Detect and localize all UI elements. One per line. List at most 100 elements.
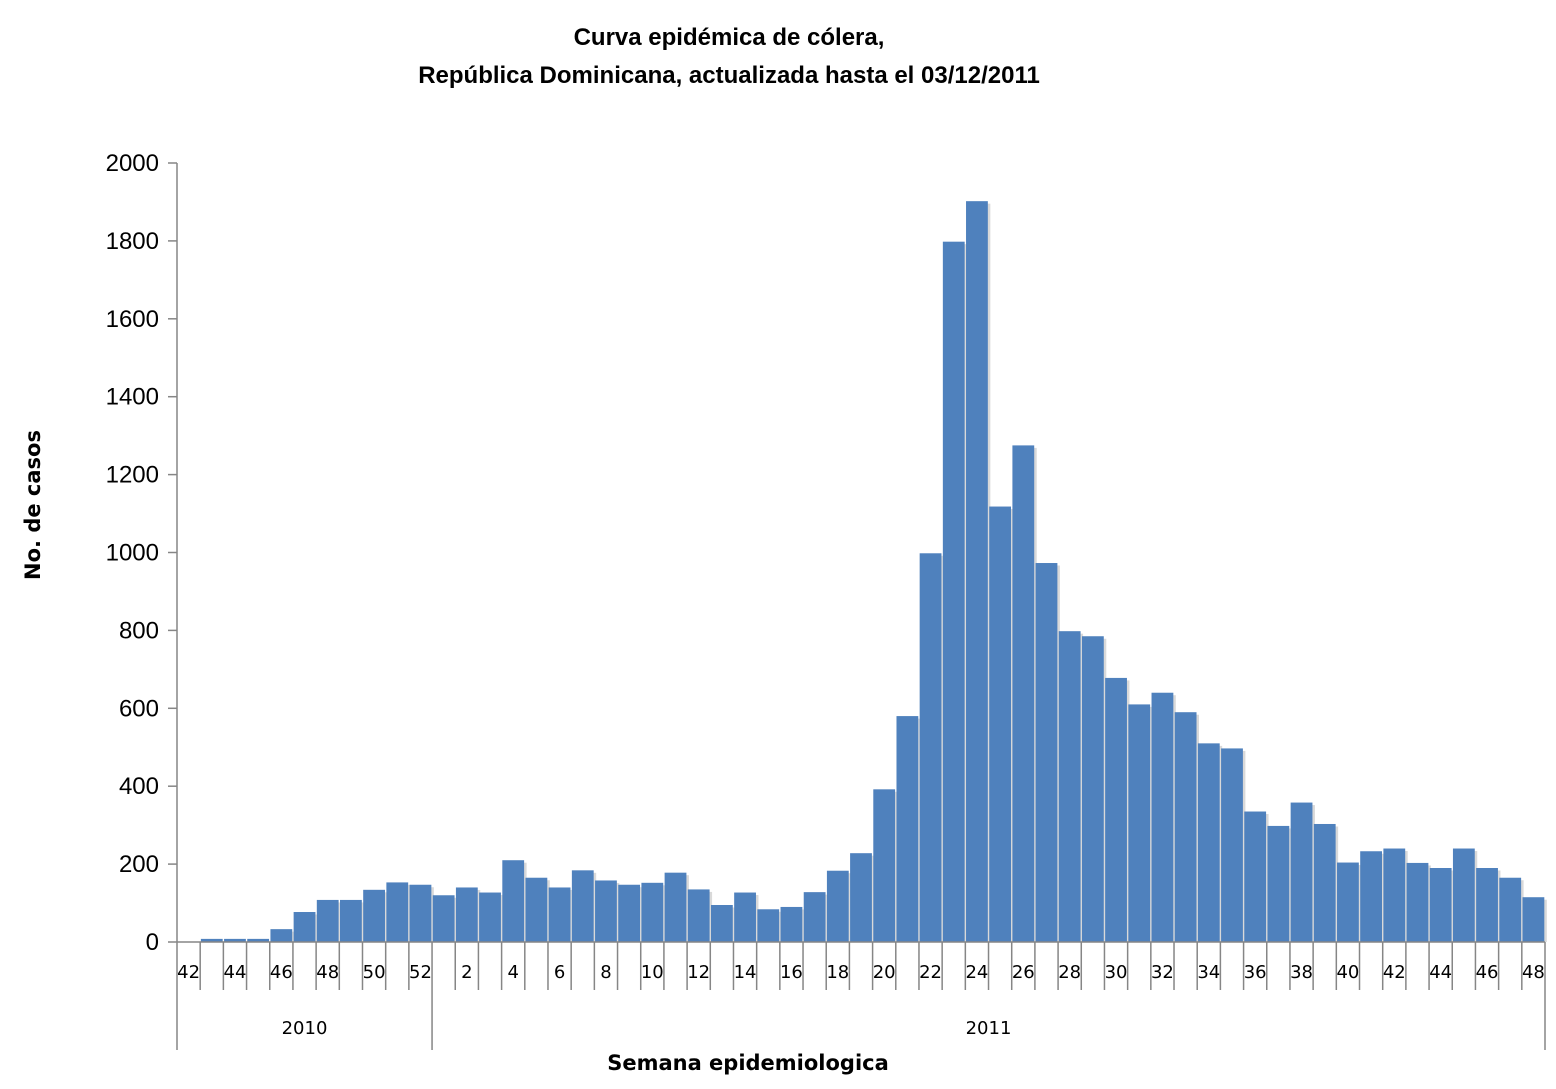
x-tick-label: 26 (1012, 962, 1035, 983)
y-tick-label: 0 (146, 929, 159, 956)
bar (270, 929, 293, 942)
bars (200, 201, 1545, 943)
year-label: 2011 (966, 1018, 1012, 1039)
bar (618, 884, 641, 942)
bar (1452, 848, 1475, 942)
bar (247, 938, 270, 942)
bar (455, 887, 478, 942)
bar (1105, 677, 1127, 942)
x-tick-label: 48 (1522, 962, 1545, 983)
bar (1383, 848, 1406, 942)
bar (386, 882, 409, 942)
bar (1221, 748, 1243, 942)
x-tick-label: 46 (1476, 962, 1499, 983)
year-groups: 2010 2011 (176, 990, 1546, 1050)
bar (1081, 636, 1104, 942)
x-tick-label: 18 (826, 962, 849, 983)
bar (850, 853, 872, 942)
bar (734, 892, 756, 942)
y-tick-label: 1800 (106, 228, 159, 255)
y-tick-label: 200 (119, 851, 159, 878)
bar (1313, 823, 1336, 942)
x-tick-label: 46 (270, 962, 293, 983)
bar (873, 789, 896, 942)
bar (432, 895, 455, 942)
y-tick-label: 400 (119, 773, 159, 800)
x-tick-label: 38 (1290, 962, 1313, 983)
bar (1429, 868, 1452, 942)
x-tick-label: 40 (1336, 962, 1359, 983)
y-ticks: 0 200 400 600 800 1000 1200 1400 1600 1800 2000 (106, 150, 177, 956)
y-tick-label: 2000 (106, 150, 159, 177)
bar (1476, 868, 1498, 942)
bar (989, 506, 1012, 942)
bar (316, 899, 339, 942)
bar (780, 906, 803, 942)
x-tick-label: 44 (224, 962, 247, 983)
x-tick-label: 42 (1383, 962, 1406, 983)
bar (1012, 445, 1035, 942)
bar (1499, 877, 1522, 942)
x-tick-label: 42 (177, 962, 200, 983)
axes (176, 163, 1545, 943)
x-tick-label: 24 (965, 962, 988, 983)
x-tick-label: 32 (1151, 962, 1174, 983)
y-axis-label: No. de casos (21, 430, 45, 580)
y-tick-label: 600 (119, 695, 159, 722)
bar (224, 938, 246, 942)
bar (757, 909, 780, 942)
y-tick-label: 1600 (106, 306, 159, 333)
bar (1128, 704, 1151, 942)
bar (1337, 862, 1359, 942)
x-tick-label: 8 (600, 962, 611, 983)
x-ticks: 42 44 46 48 50 52 2 4 6 8 10 12 14 16 18 20 22 24 26 28 30 32… (176, 942, 1546, 990)
x-tick-label: 44 (1429, 962, 1452, 983)
x-tick-label: 52 (409, 962, 432, 983)
bar (1267, 825, 1290, 942)
bar (1406, 862, 1429, 942)
x-tick-label: 36 (1244, 962, 1267, 983)
x-tick-label: 6 (554, 962, 565, 983)
bar (1174, 712, 1197, 942)
x-tick-label: 48 (316, 962, 339, 983)
x-tick-label: 30 (1105, 962, 1128, 983)
y-tick-label: 1000 (106, 540, 159, 567)
x-tick-label: 16 (780, 962, 803, 983)
bar (710, 905, 733, 942)
bar (1360, 851, 1382, 942)
y-tick-label: 1400 (106, 384, 159, 411)
bar (200, 938, 223, 942)
bar (409, 884, 432, 942)
chart-title-line1: Curva epidémica de cólera, (574, 24, 885, 51)
bar (363, 889, 385, 942)
bar (293, 912, 316, 942)
chart-title-line2: República Dominicana, actualizada hasta … (418, 62, 1040, 89)
bar (687, 889, 710, 942)
bar (1058, 631, 1081, 942)
bar (826, 870, 849, 942)
x-tick-label: 34 (1197, 962, 1220, 983)
x-tick-label: 10 (641, 962, 664, 983)
y-tick-label: 800 (119, 617, 159, 644)
bar (942, 241, 965, 942)
x-tick-label: 4 (507, 962, 518, 983)
bar (1522, 897, 1545, 942)
bar (966, 201, 988, 943)
bar (641, 882, 664, 942)
x-axis-label: Semana epidemiologica (607, 1051, 889, 1075)
bar (340, 899, 362, 942)
bar (919, 553, 942, 942)
bar (1290, 802, 1313, 942)
bar (479, 892, 501, 942)
bar (595, 880, 617, 942)
y-tick-label: 1200 (106, 462, 159, 489)
x-tick-label: 14 (734, 962, 757, 983)
x-tick-label: 20 (873, 962, 896, 983)
bar (1197, 743, 1220, 942)
x-tick-label: 2 (461, 962, 472, 983)
year-label: 2010 (282, 1018, 328, 1039)
x-tick-label: 22 (919, 962, 942, 983)
bar (1244, 811, 1267, 942)
bar (525, 877, 548, 942)
